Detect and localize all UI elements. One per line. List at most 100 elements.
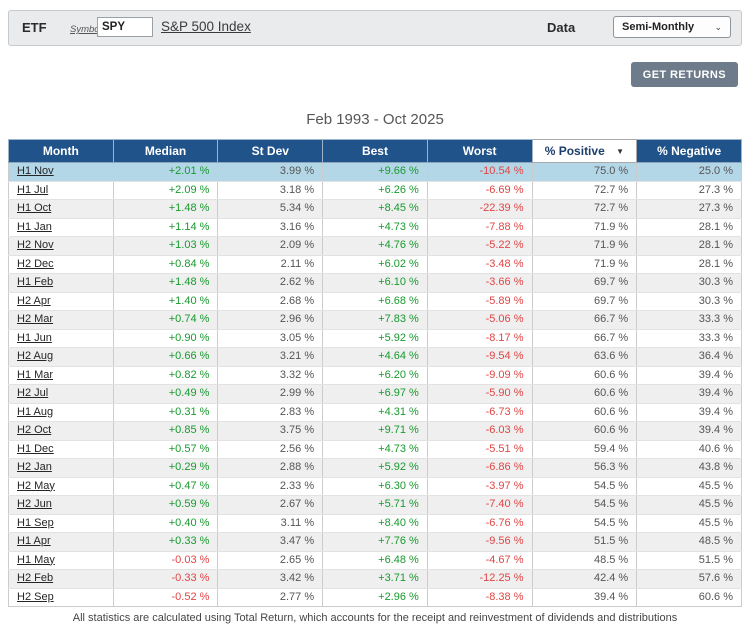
table-row: H2 Sep -0.52 % 2.77 % +2.96 % -8.38 % 39.4 % 6… <box>8 588 742 607</box>
best-cell: +6.20 % <box>322 366 428 385</box>
pct-positive-cell: 60.6 % <box>532 384 638 404</box>
best-cell: +9.71 % <box>322 421 428 441</box>
month-link[interactable]: H1 May <box>17 553 55 566</box>
month-cell: H1 Sep <box>8 514 114 533</box>
month-cell: H1 Feb <box>8 273 114 293</box>
worst-cell: -22.39 % <box>427 199 533 219</box>
st-dev-cell: 3.16 % <box>217 218 324 237</box>
pct-negative-cell: 28.1 % <box>636 236 742 256</box>
worst-cell: -4.67 % <box>427 551 533 570</box>
pct-positive-cell: 59.4 % <box>532 440 638 459</box>
month-link[interactable]: H2 Apr <box>17 294 51 307</box>
month-link[interactable]: H2 Oct <box>17 424 52 436</box>
worst-cell: -5.06 % <box>427 310 533 330</box>
month-cell: H2 Jul <box>8 384 114 404</box>
table-row: H2 Apr +1.40 % 2.68 % +6.68 % -5.89 % 69.7 % 3… <box>8 292 742 311</box>
month-link[interactable]: H2 Nov <box>17 239 54 251</box>
table-row: H2 Jul +0.49 % 2.99 % +6.97 % -5.90 % 60.6 % 3… <box>8 384 742 404</box>
data-frequency-select[interactable]: Semi-Monthly ⌄ <box>613 16 731 38</box>
month-link[interactable]: H2 Aug <box>17 350 54 362</box>
worst-cell: -9.54 % <box>427 347 533 367</box>
best-cell: +6.48 % <box>322 551 428 570</box>
st-dev-cell: 2.99 % <box>217 384 324 404</box>
month-cell: H2 Apr <box>8 292 114 311</box>
st-dev-cell: 2.65 % <box>217 551 324 570</box>
best-cell: +4.76 % <box>322 236 428 256</box>
month-cell: H2 Oct <box>8 421 114 441</box>
month-link[interactable]: H2 Jun <box>17 498 52 510</box>
pct-negative-cell: 45.5 % <box>636 514 742 533</box>
month-link[interactable]: H1 Jan <box>17 220 52 233</box>
returns-table: Month Median St Dev Best Worst % Positiv… <box>8 139 742 607</box>
pct-positive-cell: 71.9 % <box>532 255 638 274</box>
header-median[interactable]: Median <box>112 139 219 163</box>
month-link[interactable]: H2 Sep <box>17 590 54 603</box>
table-row: H1 Oct +1.48 % 5.34 % +8.45 % -22.39 % 72.7 %… <box>8 199 742 219</box>
month-cell: H1 Jan <box>8 218 114 237</box>
worst-cell: -8.38 % <box>427 588 533 607</box>
pct-positive-cell: 66.7 % <box>532 329 638 348</box>
month-link[interactable]: H2 Dec <box>17 257 54 270</box>
best-cell: +6.30 % <box>322 477 428 496</box>
symbol-input[interactable] <box>97 17 153 37</box>
pct-negative-cell: 60.6 % <box>636 588 742 607</box>
median-cell: +0.31 % <box>113 403 219 422</box>
symbols-link[interactable]: Symbols <box>70 24 107 35</box>
pct-negative-cell: 51.5 % <box>636 551 742 570</box>
get-returns-button[interactable]: GET RETURNS <box>630 62 738 87</box>
best-cell: +9.66 % <box>322 162 428 182</box>
table-row: H2 Nov +1.03 % 2.09 % +4.76 % -5.22 % 71.9 % 2… <box>8 236 742 256</box>
header-st-dev[interactable]: St Dev <box>217 139 324 163</box>
pct-positive-cell: 75.0 % <box>532 162 638 182</box>
month-link[interactable]: H1 Mar <box>17 368 54 381</box>
best-cell: +3.71 % <box>322 569 428 589</box>
month-link[interactable]: H1 Oct <box>17 202 52 214</box>
header-pct-positive[interactable]: % Positive ▼ <box>531 139 638 163</box>
header-best[interactable]: Best <box>322 139 428 163</box>
month-link[interactable]: H2 Jul <box>17 387 49 399</box>
etf-label: ETF <box>22 20 47 35</box>
month-link[interactable]: H1 Apr <box>17 535 51 547</box>
pct-negative-cell: 27.3 % <box>636 181 742 200</box>
month-link[interactable]: H2 Jan <box>17 461 52 473</box>
month-link[interactable]: H1 Dec <box>17 442 54 455</box>
month-link[interactable]: H2 Feb <box>17 572 54 584</box>
worst-cell: -6.73 % <box>427 403 533 422</box>
month-link[interactable]: H1 Feb <box>17 276 54 288</box>
pct-negative-cell: 30.3 % <box>636 273 742 293</box>
pct-positive-cell: 42.4 % <box>532 569 638 589</box>
table-row: H1 Dec +0.57 % 2.56 % +4.73 % -5.51 % 59.4 % 4… <box>8 440 742 459</box>
month-link[interactable]: H1 Sep <box>17 516 54 529</box>
pct-positive-cell: 72.7 % <box>532 181 638 200</box>
month-link[interactable]: H1 Nov <box>17 165 54 177</box>
month-link[interactable]: H2 May <box>17 479 55 492</box>
best-cell: +4.31 % <box>322 403 428 422</box>
table-row: H2 May +0.47 % 2.33 % +6.30 % -3.97 % 54.5 % 4… <box>8 477 742 496</box>
header-month[interactable]: Month <box>8 139 114 163</box>
best-cell: +8.40 % <box>322 514 428 533</box>
month-link[interactable]: H1 Jun <box>17 331 52 344</box>
pct-negative-cell: 39.4 % <box>636 421 742 441</box>
median-cell: +1.48 % <box>113 273 219 293</box>
table-row: H1 Feb +1.48 % 2.62 % +6.10 % -3.66 % 69.7 % 3… <box>8 273 742 293</box>
month-cell: H1 Dec <box>8 440 114 459</box>
index-name-link[interactable]: S&P 500 Index <box>161 19 251 34</box>
pct-positive-cell: 54.5 % <box>532 514 638 533</box>
month-link[interactable]: H2 Mar <box>17 313 54 325</box>
median-cell: +0.66 % <box>113 347 219 367</box>
median-cell: +0.82 % <box>113 366 219 385</box>
month-link[interactable]: H1 Jul <box>17 183 49 196</box>
header-worst[interactable]: Worst <box>426 139 533 163</box>
pct-negative-cell: 25.0 % <box>636 162 742 182</box>
median-cell: -0.33 % <box>113 569 219 589</box>
median-cell: +0.57 % <box>113 440 219 459</box>
worst-cell: -5.51 % <box>427 440 533 459</box>
month-link[interactable]: H1 Aug <box>17 405 54 418</box>
st-dev-cell: 3.47 % <box>217 532 324 552</box>
best-cell: +8.45 % <box>322 199 428 219</box>
header-pct-negative[interactable]: % Negative <box>636 139 742 163</box>
median-cell: +0.74 % <box>113 310 219 330</box>
median-cell: +1.48 % <box>113 199 219 219</box>
median-cell: -0.03 % <box>113 551 219 570</box>
worst-cell: -10.54 % <box>427 162 533 182</box>
